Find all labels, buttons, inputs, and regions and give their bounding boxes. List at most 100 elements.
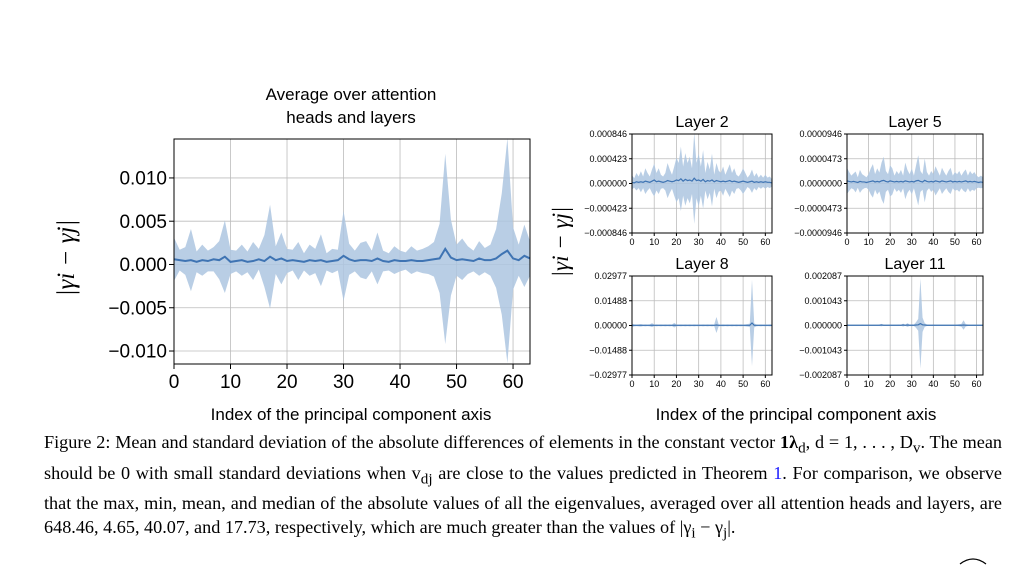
layer5-y-tick-label: 0.0000946 bbox=[799, 129, 842, 139]
layer2-y-tick-label: 0.000846 bbox=[589, 129, 627, 139]
caption-part4: are close to the values predicted in The… bbox=[432, 462, 774, 483]
main-y-tick-label: −0.010 bbox=[108, 342, 167, 363]
main-title-line1: Average over attention bbox=[266, 85, 437, 104]
main-ylabel: |γi − γj| bbox=[53, 220, 80, 297]
layer5-x-tick-label: 50 bbox=[950, 237, 960, 247]
figure-canvas: Average over attention heads and layers … bbox=[53, 85, 984, 424]
caption-gi-sub: i bbox=[691, 524, 696, 542]
layer11-x-tick-label: 0 bbox=[844, 379, 849, 389]
layer8-x-tick-label: 60 bbox=[760, 379, 770, 389]
caption-part5: . For comparison, we observe that the ma… bbox=[44, 462, 1002, 538]
layer2-y-tick-label: 0.000423 bbox=[589, 154, 627, 164]
layer2-std-band bbox=[632, 132, 772, 224]
main-x-tick-label: 20 bbox=[276, 372, 297, 393]
layer8-mean-line bbox=[632, 322, 772, 326]
corner-decoration-icon bbox=[959, 558, 987, 565]
layer2-y-tick-label: 0.000000 bbox=[589, 179, 627, 189]
layer5-title: Layer 5 bbox=[888, 114, 941, 131]
caption-gj-sub: j bbox=[723, 524, 728, 542]
main-title-line2: heads and layers bbox=[286, 108, 415, 127]
layer5-x-tick-label: 60 bbox=[972, 237, 982, 247]
layer11-x-tick-label: 30 bbox=[907, 379, 917, 389]
main-y-tick-label: −0.005 bbox=[108, 298, 167, 319]
main-x-tick-label: 50 bbox=[446, 372, 467, 393]
main-x-tick-label: 60 bbox=[502, 372, 523, 393]
layer8-y-tick-label: 0.02977 bbox=[594, 271, 627, 281]
layer5-x-tick-label: 40 bbox=[928, 237, 938, 247]
caption-vector-sub: d bbox=[798, 439, 806, 457]
layer2-x-tick-label: 10 bbox=[649, 237, 659, 247]
layer11-y-tick-label: 0.002087 bbox=[804, 271, 842, 281]
layer5-y-tick-label: 0.0000473 bbox=[799, 154, 842, 164]
theorem-reference-link[interactable]: 1 bbox=[773, 462, 783, 483]
layer5-x-tick-label: 0 bbox=[844, 237, 849, 247]
layer5-x-tick-label: 30 bbox=[907, 237, 917, 247]
layer11-y-tick-label: 0.000000 bbox=[804, 321, 842, 331]
caption-part1: Figure 2: Mean and standard deviation of… bbox=[44, 432, 781, 452]
main-mean-line bbox=[173, 247, 531, 263]
grid-ylabel: |γi − γj| bbox=[548, 207, 573, 278]
main-x-tick-label: 40 bbox=[389, 372, 410, 393]
layer11-y-tick-label: −0.002087 bbox=[799, 370, 842, 380]
main-y-tick-label: 0.005 bbox=[119, 212, 167, 233]
main-std-band bbox=[174, 138, 530, 364]
layer8-y-tick-label: −0.02977 bbox=[589, 370, 627, 380]
chart-layer2: 0 10 20 30 40 50 60 0.000846 0.000423 0.000000 −0.… bbox=[584, 114, 773, 247]
layer8-x-tick-label: 10 bbox=[649, 379, 659, 389]
caption-vector: 1λ bbox=[780, 432, 799, 452]
layer2-x-tick-label: 60 bbox=[760, 237, 770, 247]
main-x-tick-label: 30 bbox=[333, 372, 354, 393]
layer11-title: Layer 11 bbox=[884, 256, 945, 273]
layer8-x-tick-label: 20 bbox=[671, 379, 681, 389]
layer11-y-tick-label: −0.001043 bbox=[799, 345, 842, 355]
figure-caption: Figure 2: Mean and standard deviation of… bbox=[44, 430, 1002, 546]
caption-part2: , d = 1, . . . , D bbox=[805, 432, 913, 452]
caption-part7: |. bbox=[727, 517, 736, 538]
layer11-mean-line bbox=[847, 322, 983, 326]
layer8-x-tick-label: 50 bbox=[738, 379, 748, 389]
layer2-x-tick-label: 20 bbox=[671, 237, 681, 247]
layer5-std-band bbox=[847, 155, 983, 206]
layer8-x-tick-label: 40 bbox=[716, 379, 726, 389]
main-x-tick-label: 10 bbox=[220, 372, 241, 393]
layer5-mean-line bbox=[846, 179, 984, 184]
layer11-x-tick-label: 20 bbox=[885, 379, 895, 389]
layer8-y-tick-label: −0.01488 bbox=[589, 345, 627, 355]
layer11-x-tick-label: 10 bbox=[864, 379, 874, 389]
layer8-y-tick-label: 0.00000 bbox=[594, 321, 627, 331]
layer5-y-tick-label: −0.0000946 bbox=[794, 228, 842, 238]
layer5-y-tick-label: 0.0000000 bbox=[799, 179, 842, 189]
main-xlabel: Index of the principal component axis bbox=[211, 405, 492, 424]
main-y-tick-label: 0.000 bbox=[119, 255, 167, 276]
layer5-y-tick-label: −0.0000473 bbox=[794, 203, 842, 213]
caption-dv-sub: v bbox=[912, 439, 921, 457]
caption-part6: − γ bbox=[695, 517, 723, 538]
layer11-x-tick-label: 50 bbox=[950, 379, 960, 389]
layer2-x-tick-label: 0 bbox=[629, 237, 634, 247]
layer2-y-tick-label: −0.000423 bbox=[584, 203, 627, 213]
caption-vdj-sub: dj bbox=[420, 470, 433, 488]
layer11-y-tick-label: 0.001043 bbox=[804, 296, 842, 306]
layer8-title: Layer 8 bbox=[675, 256, 728, 273]
layer2-x-tick-label: 50 bbox=[738, 237, 748, 247]
layer2-mean-line bbox=[631, 177, 773, 184]
layer5-x-tick-label: 20 bbox=[885, 237, 895, 247]
layer8-x-tick-label: 0 bbox=[629, 379, 634, 389]
layer2-title: Layer 2 bbox=[675, 114, 728, 131]
layer5-x-tick-label: 10 bbox=[864, 237, 874, 247]
chart-main: 0 10 20 30 40 50 60 0.010 0.005 0.000 −0.005 −0.010 bbox=[108, 138, 531, 393]
layer11-x-tick-label: 40 bbox=[928, 379, 938, 389]
layer2-y-tick-label: −0.000846 bbox=[584, 228, 627, 238]
main-y-tick-label: 0.010 bbox=[119, 169, 167, 190]
layer2-x-tick-label: 30 bbox=[694, 237, 704, 247]
main-x-tick-label: 0 bbox=[169, 372, 180, 393]
grid-xlabel: Index of the principal component axis bbox=[656, 405, 937, 424]
chart-layer11: 0 10 20 30 40 50 60 0.002087 0.001043 0.000000 −0.… bbox=[799, 256, 984, 389]
chart-layer8: 0 10 20 30 40 50 60 0.02977 0.01488 0.00000 −0.014… bbox=[589, 256, 773, 389]
main-axes-frame bbox=[173, 138, 531, 365]
layer8-x-tick-label: 30 bbox=[694, 379, 704, 389]
caption-part3: . The mean should be 0 with small standa… bbox=[44, 432, 1002, 483]
layer8-std-band bbox=[632, 279, 772, 367]
chart-layer5: 0 10 20 30 40 50 60 0.0000946 0.0000473 0.0000000… bbox=[794, 114, 984, 247]
layer2-x-tick-label: 40 bbox=[716, 237, 726, 247]
